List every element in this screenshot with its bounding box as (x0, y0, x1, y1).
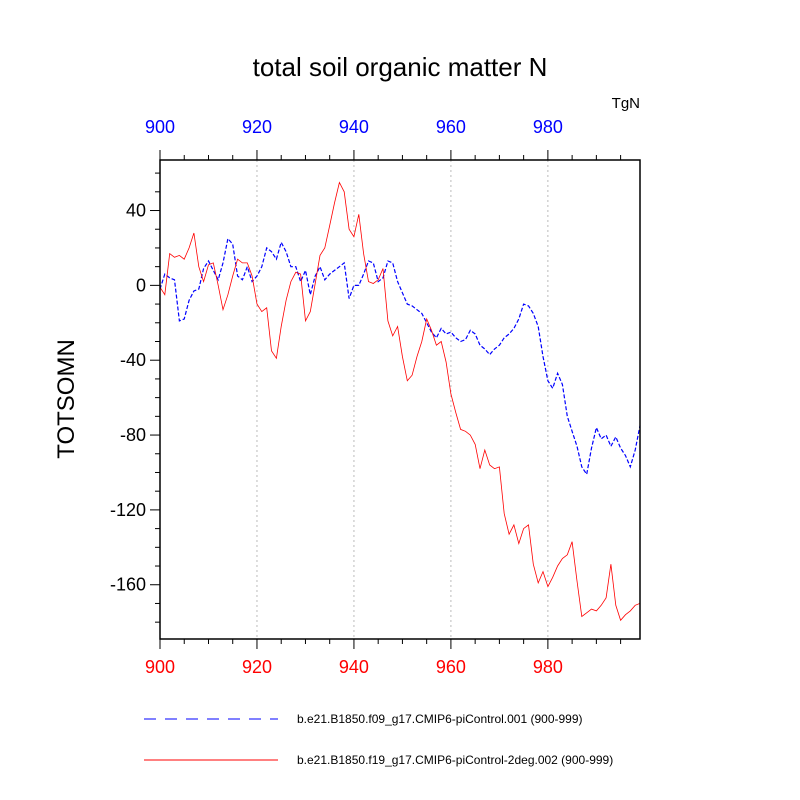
legend: b.e21.B1850.f09_g17.CMIP6-piControl.001 … (144, 712, 613, 767)
x-tick-label-bottom-980: 980 (533, 657, 563, 677)
y-tick-label--120: -120 (110, 500, 146, 520)
legend-label-1: b.e21.B1850.f09_g17.CMIP6-piControl.001 … (297, 712, 583, 726)
y-tick-label--40: -40 (120, 350, 146, 370)
y-tick-label--80: -80 (120, 425, 146, 445)
legend-label-2: b.e21.B1850.f19_g17.CMIP6-piControl-2deg… (297, 753, 613, 767)
y-tick-label-0: 0 (136, 275, 146, 295)
x-tick-label-bottom-940: 940 (339, 657, 369, 677)
x-tick-label-top-980: 980 (533, 117, 563, 137)
series-line-1 (159, 237, 641, 476)
x-tick-label-top-920: 920 (242, 117, 272, 137)
chart-title: total soil organic matter N (253, 52, 548, 82)
x-tick-label-bottom-900: 900 (145, 657, 175, 677)
axis-ticks (150, 150, 622, 649)
y-tick-label-40: 40 (126, 201, 146, 221)
x-tick-label-top-940: 940 (339, 117, 369, 137)
x-tick-label-bottom-920: 920 (242, 657, 272, 677)
series-lines (159, 181, 641, 622)
y-tick-label--160: -160 (110, 575, 146, 595)
gridlines (256, 160, 549, 639)
x-tick-label-top-900: 900 (145, 117, 175, 137)
x-tick-label-bottom-960: 960 (436, 657, 466, 677)
units-label: TgN (612, 95, 640, 112)
y-axis-label: TOTSOMN (53, 339, 80, 459)
tick-labels: 900 900 920 920 940 940 960 960 980 980 40 0 -40 -80 -… (110, 117, 563, 677)
plot-frame (159, 159, 641, 640)
x-tick-label-top-960: 960 (436, 117, 466, 137)
series-line-2 (159, 181, 641, 622)
